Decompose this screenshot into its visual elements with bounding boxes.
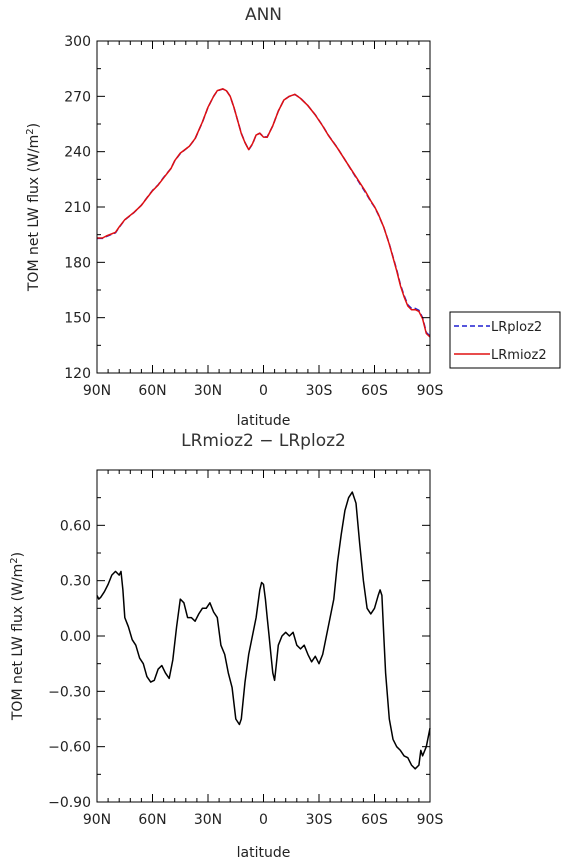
x-tick-label: 0 [259,812,268,828]
x-tick-label: 0 [259,383,268,399]
y-tick-label: 240 [64,145,91,161]
series-line-s0 [96,491,431,770]
x-axis-label: latitude [237,845,291,861]
series-line-LRmioz2 [97,88,431,338]
y-tick-label: 300 [64,34,91,50]
y-tick-label: 150 [64,311,91,327]
y-axis-label: TOM net LW flux (W/m2) [9,552,26,721]
legend-box [449,311,561,369]
y-tick-label: −0.30 [48,684,91,700]
legend: LRploz2 LRmioz2 [449,311,561,369]
x-tick-label: 90S [417,812,444,828]
chart-title: LRmioz2 − LRploz2 [181,431,346,451]
y-tick-label: 0.30 [60,574,91,590]
chart-difference: LRmioz2 − LRploz2 90N 60N 30N 0 30S 60S 90S −0.9… [9,431,443,861]
x-tick-label: 30N [194,812,222,828]
y-tick-label: 180 [64,255,91,271]
y-tick-label: −0.90 [48,795,91,811]
x-tick-label: 30S [306,812,333,828]
y-axis-label: TOM net LW flux (W/m2) [25,123,42,292]
x-tick-label: 90S [417,383,444,399]
y-tick-label: 0.60 [60,518,91,534]
x-tick-label: 30N [194,383,222,399]
x-tick-label: 90N [83,812,111,828]
y-tick-label: 210 [64,200,91,216]
x-tick-label: 60S [361,383,388,399]
x-tick-label: 90N [83,383,111,399]
x-tick-label: 30S [306,383,333,399]
chart-title: ANN [245,5,282,25]
plot-frame [96,469,431,803]
x-tick-label: 60N [138,383,166,399]
legend-label-LRploz2: LRploz2 [491,320,542,335]
x-tick-label: 60S [361,812,388,828]
y-tick-label: 270 [64,89,91,105]
y-tick-label: 0.00 [60,629,91,645]
y-tick-label: 120 [64,366,91,382]
x-axis-label: latitude [237,413,291,429]
x-tick-label: 60N [138,812,166,828]
plot-frame [96,40,431,374]
y-tick-label: −0.60 [48,740,91,756]
chart-annual-mean: ANN 90N 60N 30N 0 30S 60S 90S 120 150 180 210 240 270… [25,5,561,429]
legend-label-LRmioz2: LRmioz2 [491,348,547,363]
series-line-LRploz2 [97,88,431,337]
